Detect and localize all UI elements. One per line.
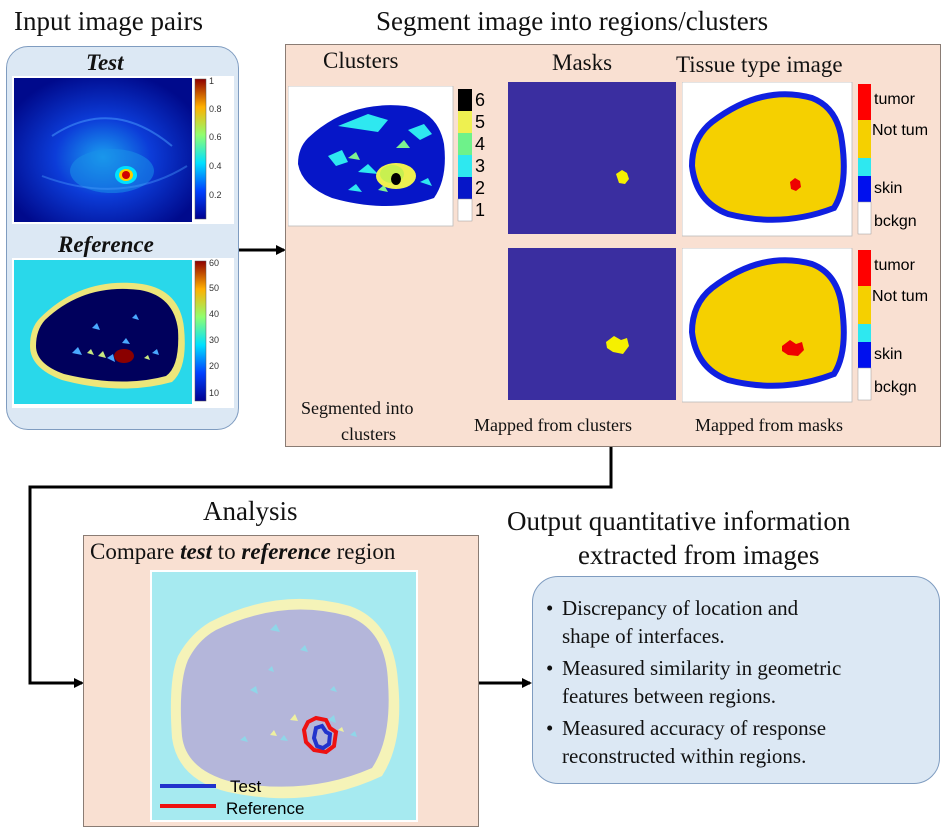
mask-image-top — [508, 82, 676, 234]
test-image: 1 0.8 0.6 0.4 0.2 — [12, 76, 234, 224]
masks-header: Masks — [552, 50, 613, 75]
reference-colorbar — [194, 260, 207, 402]
ref-cb-tick: 30 — [209, 335, 219, 345]
ref-cb-tick: 60 — [209, 258, 219, 268]
test-contour — [311, 723, 333, 751]
input-title: Input image pairs — [14, 6, 203, 36]
output-bullet: Measured accuracy of responsereconstruct… — [546, 714, 841, 770]
legend-reference-label: Reference — [226, 799, 304, 818]
cluster-legend-label: 6 — [475, 90, 485, 110]
tissue-legend-top — [857, 84, 872, 235]
tissue-legend-label: tumor — [874, 257, 916, 274]
test-label: Test — [86, 50, 124, 75]
tissue-image-top: tumor Not tum skin bckgn — [682, 82, 928, 237]
cluster-legend-label: 1 — [475, 200, 485, 220]
output-title-2: extracted from images — [578, 540, 820, 570]
legend-test-label: Test — [230, 777, 261, 796]
reference-label: Reference — [58, 232, 154, 257]
cluster-legend-label: 3 — [475, 156, 485, 176]
cluster-legend-label: 4 — [475, 134, 485, 154]
mask-image-bottom — [508, 248, 676, 400]
analysis-image: Test Reference — [150, 570, 418, 822]
tissue-header: Tissue type image — [676, 52, 843, 77]
tissue-legend-label: tumor — [874, 91, 916, 108]
compare-caption: Compare test to reference region — [90, 539, 396, 564]
reference-image: 60 50 40 30 20 10 — [12, 258, 234, 408]
test-cb-tick: 0.8 — [209, 104, 222, 114]
cluster-legend-label: 5 — [475, 112, 485, 132]
cluster-legend — [457, 89, 473, 222]
reference-contour — [301, 715, 339, 755]
clusters-header: Clusters — [323, 48, 399, 73]
arrow-segment-to-analysis — [28, 447, 613, 688]
analysis-title: Analysis — [203, 496, 298, 526]
test-cb-tick: 1 — [209, 76, 214, 86]
tissue-legend-label: bckgn — [874, 379, 917, 396]
cluster-legend-label: 2 — [475, 178, 485, 198]
ref-cb-tick: 40 — [209, 309, 219, 319]
tissue-legend-label: Not tum — [872, 122, 928, 139]
tissue-legend-label: Not tum — [872, 288, 928, 305]
test-cb-tick: 0.4 — [209, 161, 222, 171]
clusters-image: 6 5 4 3 2 1 — [288, 86, 485, 227]
test-cb-tick: 0.6 — [209, 132, 222, 142]
tissue-legend-bottom — [857, 250, 872, 401]
test-cb-tick: 0.2 — [209, 190, 222, 200]
caption-tissue: Mapped from masks — [695, 415, 843, 435]
segment-title: Segment image into regions/clusters — [376, 6, 769, 36]
ref-cb-tick: 20 — [209, 361, 219, 371]
tissue-legend-label: bckgn — [874, 213, 917, 230]
caption-masks: Mapped from clusters — [474, 415, 632, 435]
ref-cb-tick: 10 — [209, 388, 219, 398]
test-colorbar — [194, 78, 207, 220]
output-title-1: Output quantitative information — [507, 506, 851, 536]
caption-clusters-2: clusters — [341, 424, 396, 444]
caption-clusters-1: Segmented into — [301, 398, 414, 418]
tissue-image-bottom: tumor Not tum skin bckgn — [682, 248, 928, 403]
tissue-legend-label: skin — [874, 180, 902, 197]
ref-cb-tick: 50 — [209, 283, 219, 293]
tissue-legend-label: skin — [874, 346, 902, 363]
output-bullet: Measured similarity in geometricfeatures… — [546, 654, 841, 710]
